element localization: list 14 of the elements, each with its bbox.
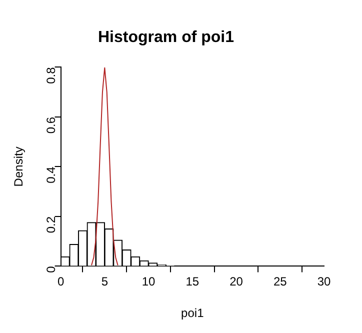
y-tick-label: 0.6	[44, 116, 58, 134]
chart-title: Histogram of poi1	[98, 29, 234, 46]
y-tick-label: 0.8	[44, 66, 58, 84]
y-axis-title: Density	[12, 146, 26, 187]
x-tick-label: 30	[317, 274, 331, 289]
x-tick-label: 20	[230, 274, 244, 289]
x-tick-label: 5	[101, 274, 108, 289]
x-tick-label: 25	[273, 274, 288, 289]
x-tick-label: 10	[142, 274, 156, 289]
x-axis-title: poi1	[181, 306, 204, 320]
y-tick-label: 0	[44, 266, 58, 273]
y-tick-label: 0.4	[44, 166, 58, 184]
y-tick-label: 0.2	[44, 216, 58, 234]
x-tick-label: 15	[186, 274, 200, 289]
